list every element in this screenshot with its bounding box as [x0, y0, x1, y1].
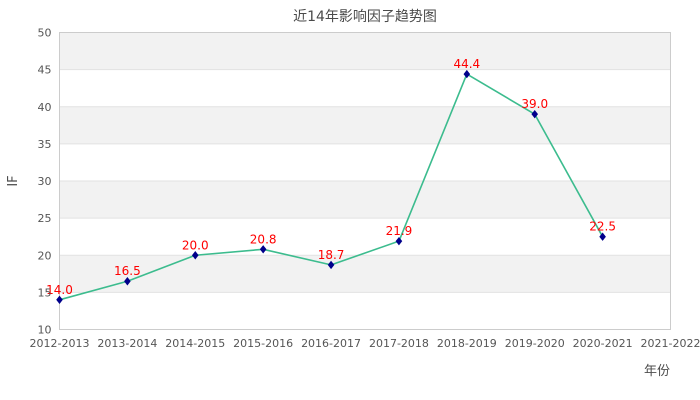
data-point-value: 20.8 — [250, 232, 277, 246]
data-point-value: 16.5 — [114, 264, 141, 278]
y-tick-label: 50 — [38, 27, 52, 40]
shaded-band — [59, 106, 671, 144]
y-tick-label: 45 — [38, 64, 52, 77]
data-point-labels: 14.0 16.5 20.0 20.8 18.7 21.9 44.4 39.0 22.5 — [46, 57, 616, 297]
data-point-value: 14.0 — [46, 283, 73, 297]
x-tick-label: 2014-2015 — [165, 337, 225, 350]
data-point-marker — [463, 69, 471, 79]
shaded-band — [59, 181, 671, 219]
shaded-band — [59, 255, 671, 293]
x-tick-label: 2013-2014 — [97, 337, 157, 350]
data-point-value: 18.7 — [318, 248, 345, 262]
x-axis-label: 年份 — [644, 364, 670, 379]
y-tick-label: 35 — [38, 138, 52, 151]
x-tick-label: 2018-2019 — [437, 337, 497, 350]
x-tick-label: 2016-2017 — [301, 337, 361, 350]
plot-background-bands — [59, 32, 671, 293]
data-point-value: 39.0 — [521, 97, 548, 111]
data-point-marker — [599, 232, 606, 241]
data-point-value: 20.0 — [182, 238, 209, 252]
x-tick-label: 2021-2022 — [641, 337, 700, 350]
data-point-marker — [327, 260, 335, 270]
chart-title: 近14年影响因子趋势图 — [293, 9, 437, 25]
y-axis-tick-labels: 10 15 20 25 30 35 40 45 50 — [38, 27, 52, 337]
x-axis-tick-labels: 2012-2013 2013-2014 2014-2015 2015-2016 2016… — [30, 337, 700, 350]
x-tick-label: 2017-2018 — [369, 337, 429, 350]
x-tick-label: 2019-2020 — [505, 337, 565, 350]
y-tick-label: 25 — [38, 212, 52, 225]
y-tick-label: 10 — [38, 324, 52, 337]
y-tick-label: 15 — [38, 286, 52, 299]
x-tick-label: 2020-2021 — [573, 337, 633, 350]
x-tick-label: 2015-2016 — [233, 337, 293, 350]
data-point-marker — [259, 245, 267, 254]
data-point-value: 44.4 — [453, 57, 480, 71]
plot-border — [59, 32, 671, 330]
data-point-marker — [191, 251, 199, 260]
data-point-marker — [124, 277, 131, 286]
data-point-marker — [531, 109, 539, 119]
line-series — [56, 69, 606, 304]
y-tick-label: 30 — [38, 175, 52, 188]
y-tick-label: 40 — [38, 101, 52, 114]
data-point-marker — [395, 236, 403, 246]
data-point-marker — [56, 295, 63, 304]
shaded-band — [59, 32, 671, 70]
y-tick-label: 20 — [38, 249, 52, 262]
data-point-value: 21.9 — [386, 224, 413, 238]
x-tick-label: 2012-2013 — [30, 337, 90, 350]
data-point-value: 22.5 — [589, 220, 616, 234]
y-axis-label: IF — [6, 175, 21, 186]
